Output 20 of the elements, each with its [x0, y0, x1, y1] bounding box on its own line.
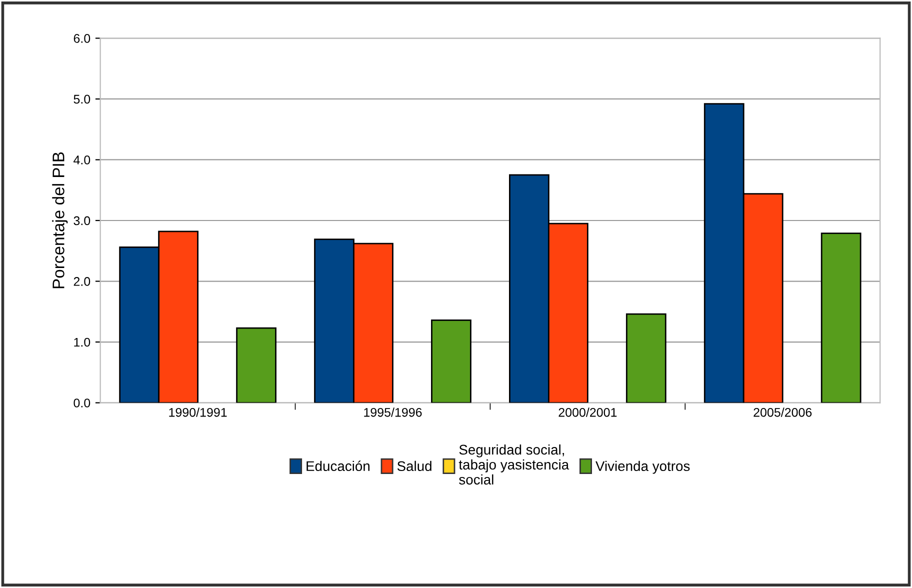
y-tick-label: 6.0	[74, 34, 90, 43]
x-tick-label: 1995/1996	[364, 408, 422, 417]
x-tick-label: 1990/1991	[169, 408, 227, 417]
bar	[431, 319, 472, 403]
bar	[236, 327, 276, 403]
legend-label: Educación	[306, 460, 370, 472]
y-tick-label: 1.0	[74, 338, 90, 347]
y-axis-title: Porcentaje del PIB	[52, 152, 68, 288]
y-tick-label: 2.0	[74, 277, 90, 286]
bar	[820, 232, 862, 403]
y-tick-label: 3.0	[74, 216, 90, 226]
legend-label: Vivienda yotros	[596, 460, 690, 474]
x-tick-label: 2005/2006	[754, 408, 812, 417]
legend-label: Seguridad social, tabajo yasistencia social	[458, 444, 570, 485]
legend-label: Salud	[397, 460, 432, 472]
y-tick-label: 0.0	[74, 398, 90, 408]
y-tick-label: 5.0	[74, 94, 90, 104]
y-tick-label: 4.0	[74, 156, 90, 164]
bar	[626, 313, 666, 403]
x-tick-label: 2000/2001	[558, 408, 617, 417]
